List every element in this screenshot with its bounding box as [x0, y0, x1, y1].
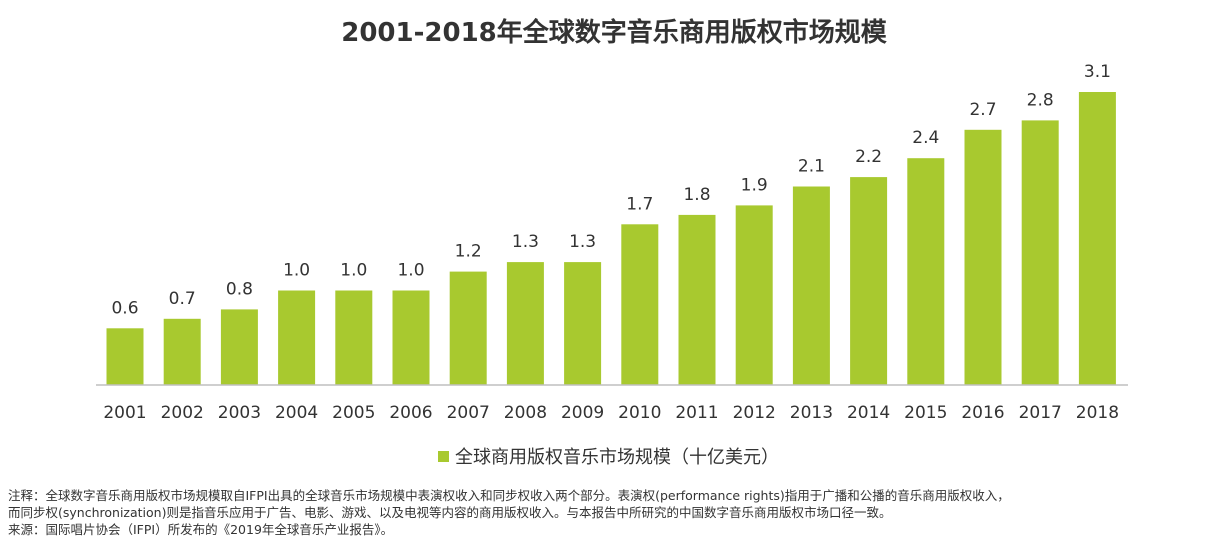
legend-swatch — [438, 451, 449, 462]
x-tick-2014: 2014 — [847, 403, 890, 423]
bar-2001 — [106, 328, 144, 385]
x-tick-2007: 2007 — [447, 403, 490, 423]
bar-2007 — [449, 271, 487, 385]
value-label-2003: 0.8 — [226, 279, 253, 299]
x-tick-2004: 2004 — [275, 403, 318, 423]
x-tick-2015: 2015 — [904, 403, 947, 423]
x-tick-2003: 2003 — [218, 403, 261, 423]
value-labels-group: 0.6 0.7 0.8 1.0 1.0 1.0 1.2 1.3 1.3 1.7 1.8 1.9 2.1 2… — [111, 62, 1110, 318]
x-tick-2016: 2016 — [961, 403, 1004, 423]
x-tick-2011: 2011 — [675, 403, 718, 423]
bar-2017 — [1021, 120, 1059, 386]
value-label-2007: 1.2 — [455, 242, 482, 262]
x-tick-2006: 2006 — [389, 403, 432, 423]
x-tick-2009: 2009 — [561, 403, 604, 423]
value-label-2010: 1.7 — [626, 194, 653, 214]
value-label-2006: 1.0 — [397, 261, 424, 281]
value-label-2013: 2.1 — [798, 157, 825, 177]
value-label-2008: 1.3 — [512, 232, 539, 252]
value-label-2017: 2.8 — [1027, 90, 1054, 110]
note-line-2: 而同步权(synchronization)则是指音乐应用于广告、电影、游戏、以及… — [8, 505, 892, 520]
bar-2009 — [564, 262, 602, 385]
x-tick-labels-group: 2001 2002 2003 2004 2005 2006 2007 2008 2009 2010… — [103, 403, 1119, 423]
bar-2002 — [163, 318, 201, 385]
bar-2014 — [850, 177, 888, 385]
bar-2016 — [964, 129, 1002, 385]
bar-2011 — [678, 214, 716, 385]
x-tick-2017: 2017 — [1019, 403, 1062, 423]
value-label-2002: 0.7 — [169, 289, 196, 309]
value-label-2018: 3.1 — [1084, 62, 1111, 82]
value-label-2011: 1.8 — [683, 185, 710, 205]
source-line: 来源：国际唱片协会（IFPI）所发布的《2019年全球音乐产业报告》。 — [8, 522, 394, 537]
x-tick-2013: 2013 — [790, 403, 833, 423]
bar-2015 — [907, 158, 945, 385]
x-tick-2010: 2010 — [618, 403, 661, 423]
legend-label: 全球商用版权音乐市场规模（十亿美元） — [455, 447, 779, 468]
bar-2010 — [621, 224, 659, 385]
bars-group — [106, 92, 1116, 386]
value-label-2009: 1.3 — [569, 232, 596, 252]
bar-2005 — [335, 290, 373, 385]
value-label-2005: 1.0 — [340, 261, 367, 281]
bar-2008 — [506, 262, 544, 385]
legend: 全球商用版权音乐市场规模（十亿美元） — [438, 447, 779, 468]
x-tick-2002: 2002 — [161, 403, 204, 423]
x-tick-2005: 2005 — [332, 403, 375, 423]
footnotes: 注释：全球数字音乐商用版权市场规模取自IFPI出具的全球音乐市场规模中表演权收入… — [8, 487, 1213, 538]
note-line-1: 注释：全球数字音乐商用版权市场规模取自IFPI出具的全球音乐市场规模中表演权收入… — [8, 488, 1010, 503]
value-label-2012: 1.9 — [741, 175, 768, 195]
bar-2006 — [392, 290, 430, 385]
x-tick-2018: 2018 — [1076, 403, 1119, 423]
x-tick-2001: 2001 — [103, 403, 146, 423]
value-label-2014: 2.2 — [855, 147, 882, 167]
bar-2018 — [1078, 92, 1116, 385]
bar-2003 — [220, 309, 258, 385]
bar-chart: 2001-2018年全球数字音乐商用版权市场规模 0.6 0.7 0.8 1.0 1.0… — [96, 17, 1128, 468]
value-label-2001: 0.6 — [111, 298, 138, 318]
bar-2013 — [792, 186, 830, 385]
x-tick-2008: 2008 — [504, 403, 547, 423]
value-label-2015: 2.4 — [912, 128, 939, 148]
bar-2012 — [735, 205, 773, 385]
chart-title: 2001-2018年全球数字音乐商用版权市场规模 — [341, 17, 888, 48]
x-tick-2012: 2012 — [733, 403, 776, 423]
value-label-2004: 1.0 — [283, 261, 310, 281]
value-label-2016: 2.7 — [969, 100, 996, 120]
bar-2004 — [278, 290, 316, 385]
